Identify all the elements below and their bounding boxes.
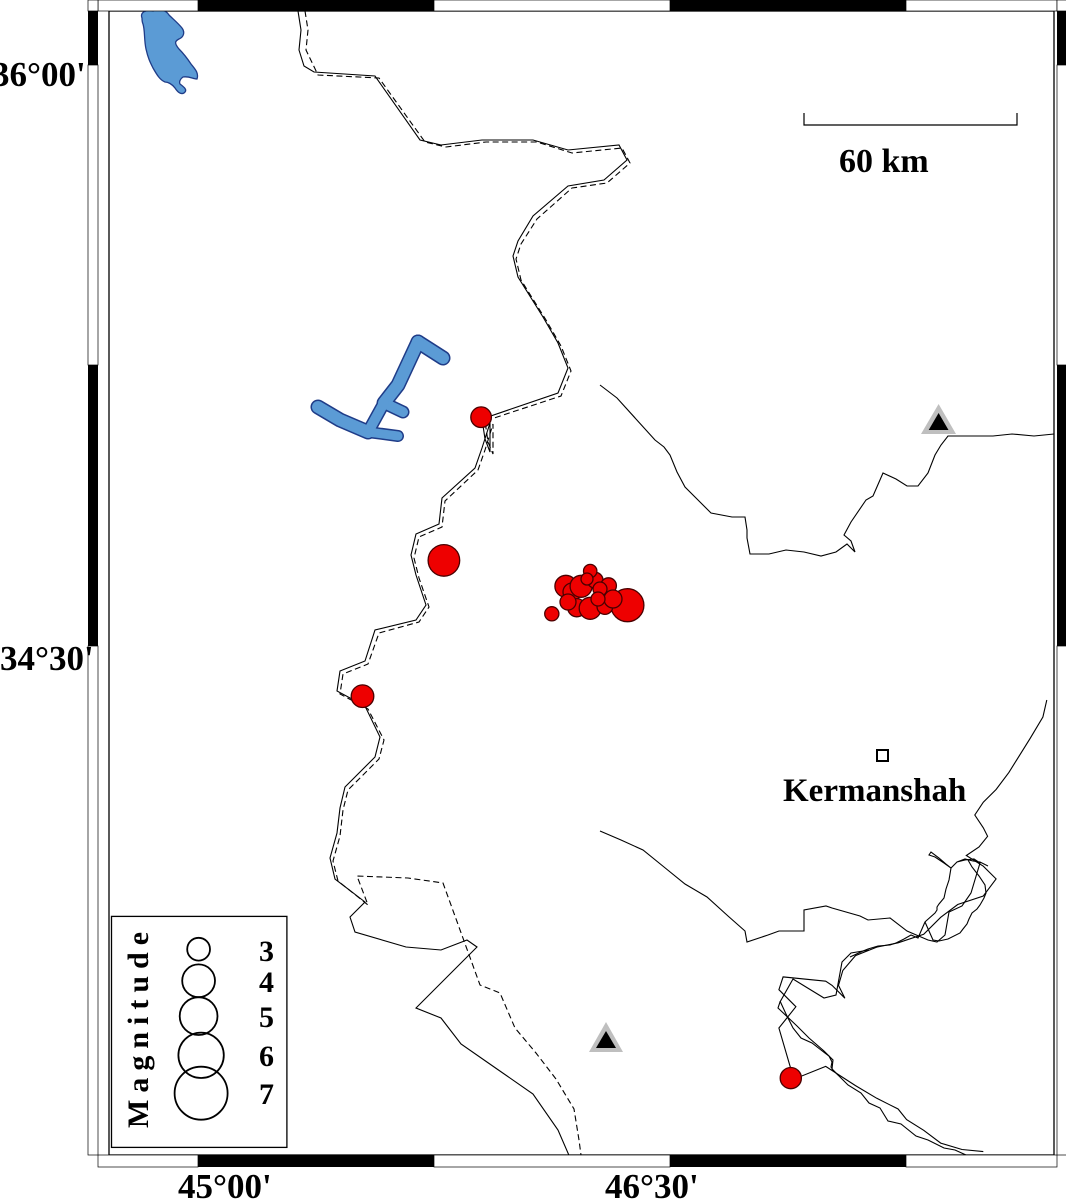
svg-text:45°00': 45°00' [178,1167,272,1204]
svg-text:60 km: 60 km [839,143,929,180]
svg-text:Magnitude: Magnitude [122,925,155,1128]
svg-text:Kermanshah: Kermanshah [783,773,966,809]
svg-text:4: 4 [259,966,274,999]
svg-text:6: 6 [259,1040,274,1073]
svg-text:5: 5 [259,1001,274,1034]
svg-text:46°30': 46°30' [605,1167,699,1204]
svg-text:36°00': 36°00' [0,55,86,94]
svg-text:3: 3 [259,935,274,968]
svg-text:7: 7 [259,1078,274,1111]
svg-text:34°30': 34°30' [0,639,94,678]
